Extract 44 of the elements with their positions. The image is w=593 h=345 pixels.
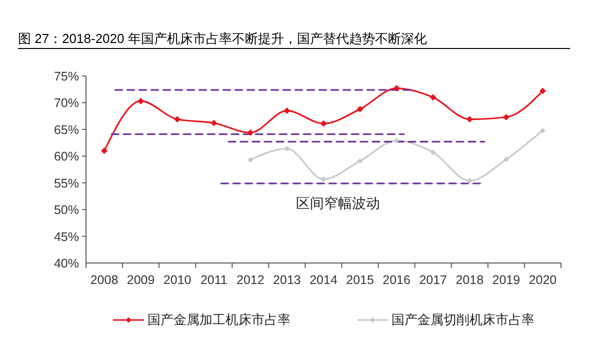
y-tick-label: 70% bbox=[54, 96, 79, 110]
x-tick-label: 2017 bbox=[419, 273, 448, 287]
point bbox=[540, 128, 546, 134]
y-tick-label: 65% bbox=[54, 122, 79, 137]
point bbox=[502, 114, 510, 120]
point bbox=[393, 85, 400, 92]
point bbox=[430, 94, 436, 101]
point bbox=[356, 106, 364, 112]
y-tick-label: 45% bbox=[54, 230, 79, 244]
point bbox=[320, 176, 326, 182]
x-tick-label: 2020 bbox=[528, 273, 557, 287]
point bbox=[248, 157, 254, 163]
chart-title: 图 27：2018-2020 年国产机床市占率不断提升，国产替代趋势不断深化 bbox=[18, 31, 570, 49]
x-tick-label: 2013 bbox=[273, 273, 301, 287]
point bbox=[357, 158, 363, 164]
point bbox=[320, 120, 327, 127]
point bbox=[466, 116, 473, 123]
point bbox=[210, 120, 218, 126]
point bbox=[430, 150, 436, 156]
point bbox=[284, 107, 290, 114]
x-tick-label: 2014 bbox=[310, 273, 338, 287]
y-tick-label: 60% bbox=[54, 150, 79, 164]
y-tick-label: 75% bbox=[54, 70, 79, 84]
x-tick-label: 2011 bbox=[200, 273, 228, 287]
x-tick-label: 2019 bbox=[492, 273, 520, 287]
point bbox=[174, 116, 181, 123]
annotation: 区间窄幅波动 bbox=[296, 195, 380, 213]
x-tick-label: 2009 bbox=[126, 273, 155, 287]
point bbox=[503, 156, 509, 162]
point bbox=[101, 148, 108, 154]
x-tick-label: 2018 bbox=[456, 273, 484, 287]
y-tick-label: 55% bbox=[54, 176, 79, 190]
legend-label: 国产金属加工机床市占率 bbox=[148, 311, 290, 329]
x-tick-label: 2012 bbox=[236, 273, 264, 287]
y-tick-label: 50% bbox=[54, 203, 79, 218]
x-tick-label: 2010 bbox=[163, 273, 192, 287]
x-tick-label: 2016 bbox=[382, 273, 411, 287]
x-tick-label: 2008 bbox=[90, 273, 118, 287]
x-tick-label: 2015 bbox=[346, 273, 374, 287]
legend-label: 国产金属切削机床市占率 bbox=[392, 311, 534, 329]
point bbox=[247, 129, 254, 136]
y-tick-label: 40% bbox=[54, 256, 79, 270]
point bbox=[138, 98, 144, 104]
point bbox=[539, 88, 546, 94]
